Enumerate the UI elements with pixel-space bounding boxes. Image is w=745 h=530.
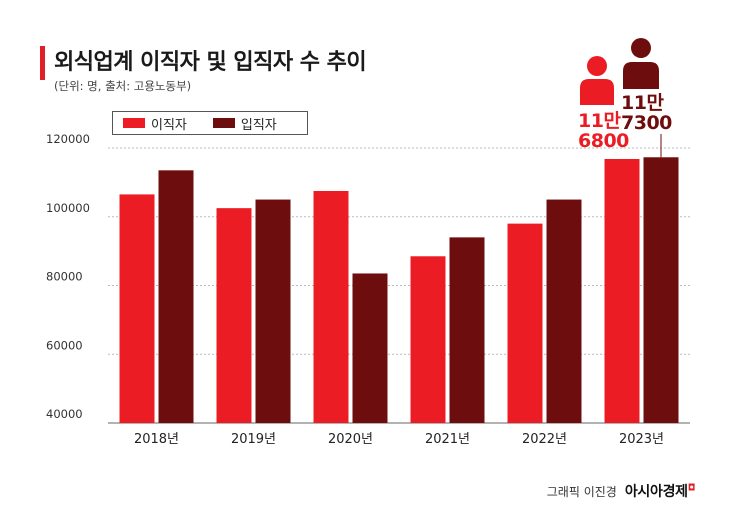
y-tick-label: 80000 (46, 270, 83, 284)
callout-joiners-line2: 7300 (621, 112, 672, 134)
credit: 그래픽 이진경 아시아경제◘ (546, 481, 696, 501)
bar-joiners-4 (546, 199, 582, 423)
legend-label-leavers: 이직자 (151, 117, 187, 133)
x-tick-label: 2020년 (328, 432, 373, 447)
x-tick-label: 2019년 (231, 432, 276, 447)
bar-leavers-2 (313, 190, 349, 423)
credit-brand-name: 아시아경제 (624, 484, 688, 500)
legend-item-joiners: 입직자 (212, 114, 277, 133)
credit-brand: 아시아경제◘ (625, 481, 695, 501)
callout-leavers-line1: 11만 (578, 110, 621, 132)
x-tick-label: 2018년 (134, 432, 179, 447)
bar-leavers-0 (119, 194, 155, 423)
bar-leavers-5 (604, 159, 640, 423)
y-tick-label: 120000 (46, 132, 90, 146)
title-accent-bar (40, 46, 45, 80)
legend-swatch-leavers (123, 118, 145, 128)
legend-label-joiners: 입직자 (240, 117, 277, 133)
callout-joiners-2023: 11만 7300 (621, 93, 672, 133)
bar-joiners-0 (158, 170, 194, 423)
bar-joiners-5 (643, 157, 679, 423)
callout-leavers-line2: 6800 (578, 130, 629, 152)
legend-swatch-joiners (212, 118, 235, 128)
legend: 이직자 입직자 (112, 111, 308, 135)
x-tick-label: 2022년 (522, 432, 567, 447)
legend-item-leavers: 이직자 (123, 114, 187, 133)
callout-leavers-2023: 11만 6800 (578, 111, 629, 151)
bar-joiners-3 (449, 237, 485, 423)
bar-leavers-4 (507, 223, 543, 423)
bar-joiners-2 (352, 273, 388, 423)
y-tick-label: 60000 (46, 338, 83, 352)
chart-subtitle: (단위: 명, 출처: 고용노동부) (54, 79, 192, 93)
x-tick-label: 2023년 (619, 432, 664, 447)
x-tick-label: 2021년 (425, 432, 470, 447)
person-icon-dark (623, 38, 659, 89)
bar-leavers-3 (410, 256, 446, 423)
brand-mark-icon: ◘ (687, 483, 696, 494)
callout-joiners-line1: 11만 (621, 92, 664, 114)
credit-graphic: 그래픽 이진경 (546, 485, 617, 499)
bar-leavers-1 (216, 208, 252, 423)
y-tick-label: 40000 (46, 407, 83, 421)
y-tick-label: 100000 (46, 201, 90, 215)
person-icon-red (580, 56, 614, 105)
chart-title: 외식업계 이직자 및 입직자 수 추이 (54, 50, 367, 75)
bar-joiners-1 (255, 199, 291, 423)
